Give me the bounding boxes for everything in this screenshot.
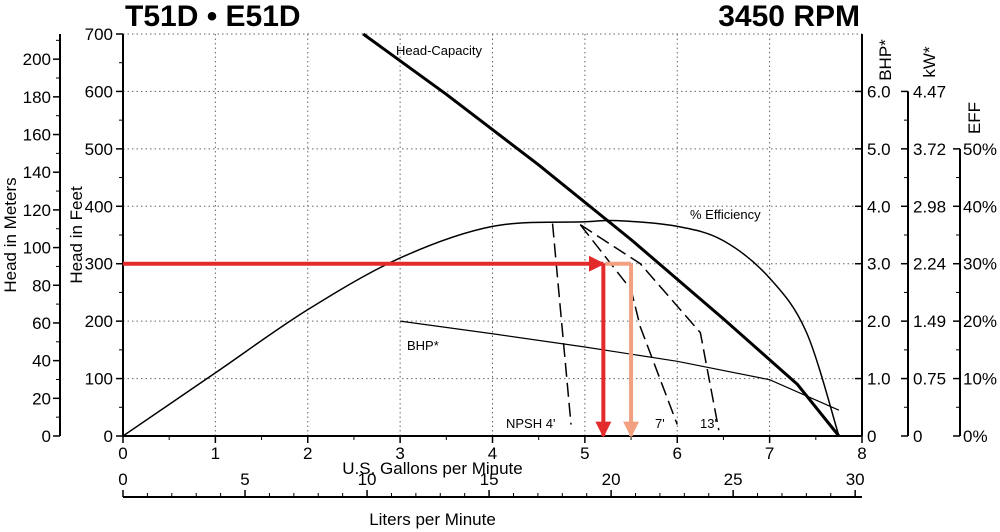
y-feet-tick-label: 400 — [85, 197, 113, 216]
npsh-4-label: NPSH 4' — [506, 416, 555, 431]
npsh-4-curve — [551, 223, 572, 425]
x2-tick-label: 10 — [358, 470, 377, 489]
bhp-curve — [400, 320, 840, 411]
y-eff-tick-label: 30% — [963, 255, 997, 274]
y-kw-axis-title: kW* — [920, 46, 939, 78]
annotations: Head-Capacity % Efficiency BHP* NPSH 4' 7' 13… — [396, 43, 761, 431]
y-meters-tick-label: 140 — [23, 163, 51, 182]
y-feet-tick-label: 600 — [85, 82, 113, 101]
y-feet-tick-label: 0 — [104, 427, 113, 446]
y-eff-tick-label: 20% — [963, 312, 997, 331]
x-tick-label: 6 — [673, 444, 682, 463]
y-bhp-tick-label: 6.0 — [867, 82, 891, 101]
x-axis-title: U.S. Gallons per Minute — [342, 459, 522, 478]
efficiency-curve — [122, 219, 840, 437]
y-feet-tick-label: 100 — [85, 370, 113, 389]
y-kw-tick-label: 4.47 — [913, 82, 946, 101]
y-bhp-tick-label: 2.0 — [867, 312, 891, 331]
chart-title-right: 3450 RPM — [718, 0, 860, 33]
y-eff-axis-title: EFF — [965, 102, 984, 134]
npsh-7-curve — [579, 224, 678, 425]
x-tick-label: 1 — [211, 444, 220, 463]
x2-axis-title: Liters per Minute — [369, 510, 496, 529]
operating-points — [123, 255, 640, 438]
npsh-13-curve — [579, 224, 720, 431]
x-tick-label: 5 — [580, 444, 589, 463]
bhp-label: BHP* — [407, 338, 439, 353]
y-meters-tick-label: 180 — [23, 88, 51, 107]
y-meters-tick-label: 20 — [32, 389, 51, 408]
y-kw-tick-label: 3.72 — [913, 140, 946, 159]
y-meters-axis-title: Head in Meters — [1, 177, 20, 292]
y-eff-tick-label: 50% — [963, 140, 997, 159]
curves — [122, 32, 841, 437]
y-meters-tick-label: 80 — [32, 276, 51, 295]
efficiency-label: % Efficiency — [690, 207, 761, 222]
y-eff-tick-label: 0% — [963, 427, 988, 446]
y-bhp-tick-label: 1.0 — [867, 370, 891, 389]
y-bhp-tick-label: 3.0 — [867, 255, 891, 274]
npsh-7-label: 7' — [655, 416, 665, 431]
x2-tick-label: 20 — [602, 470, 621, 489]
y-meters-tick-label: 40 — [32, 352, 51, 371]
y-bhp-tick-label: 0 — [867, 427, 876, 446]
npsh-13-label: 13' — [700, 416, 717, 431]
head-capacity-curve — [362, 32, 841, 437]
y-feet-tick-label: 500 — [85, 140, 113, 159]
y-meters-tick-label: 0 — [42, 427, 51, 446]
y-eff-tick-label: 40% — [963, 197, 997, 216]
x2-tick-label: 5 — [240, 470, 249, 489]
y-meters-tick-label: 100 — [23, 239, 51, 258]
x-tick-label: 8 — [857, 444, 866, 463]
x-tick-label: 3 — [395, 444, 404, 463]
axes: 0 1 2 3 4 5 6 7 8 U.S. Gallons per Minute 0 5 10 15 20… — [1, 25, 997, 529]
y-eff-tick-label: 10% — [963, 370, 997, 389]
y-meters-tick-label: 160 — [23, 126, 51, 145]
x-tick-label: 4 — [488, 444, 497, 463]
x-tick-label: 0 — [118, 444, 127, 463]
y-feet-tick-label: 300 — [85, 255, 113, 274]
y-feet-tick-label: 700 — [85, 25, 113, 44]
y-kw-tick-label: 1.49 — [913, 312, 946, 331]
y-kw-tick-label: 0 — [913, 427, 922, 446]
y-kw-tick-label: 2.24 — [913, 255, 946, 274]
y-bhp-tick-label: 4.0 — [867, 197, 891, 216]
y-kw-tick-label: 0.75 — [913, 370, 946, 389]
x2-tick-label: 15 — [480, 470, 499, 489]
y-feet-tick-label: 200 — [85, 312, 113, 331]
y-meters-tick-label: 60 — [32, 314, 51, 333]
y-meters-tick-label: 200 — [23, 50, 51, 69]
x-tick-label: 7 — [765, 444, 774, 463]
y-bhp-axis-title: BHP* — [876, 39, 895, 81]
x2-tick-label: 30 — [846, 470, 865, 489]
head-capacity-label: Head-Capacity — [396, 43, 482, 58]
y-kw-tick-label: 2.98 — [913, 197, 946, 216]
chart-title-left: T51D • E51D — [125, 0, 301, 33]
y-meters-tick-label: 120 — [23, 201, 51, 220]
x2-tick-label: 0 — [118, 470, 127, 489]
x2-tick-label: 25 — [724, 470, 743, 489]
y-bhp-tick-label: 5.0 — [867, 140, 891, 159]
x-tick-label: 2 — [303, 444, 312, 463]
y-feet-axis-title: Head in Feet — [67, 186, 86, 284]
